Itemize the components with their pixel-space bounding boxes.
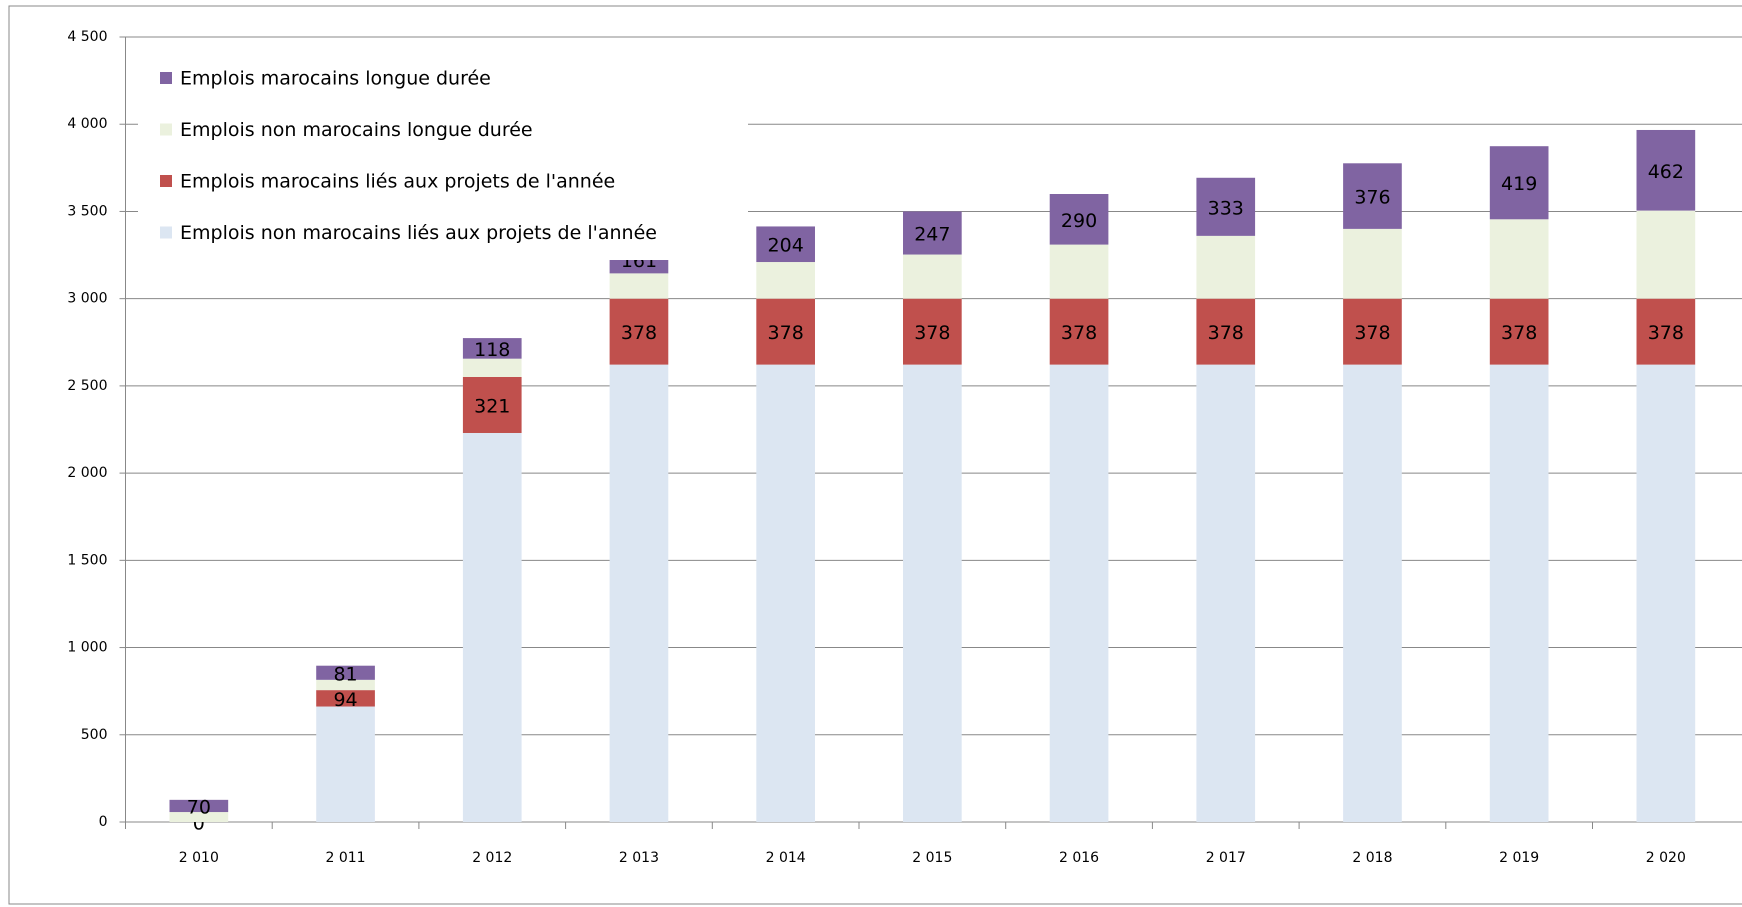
data-label: 94 (333, 689, 357, 711)
data-label: 81 (333, 663, 357, 685)
x-tick-label: 2 020 (1646, 850, 1686, 866)
x-tick-label: 2 012 (472, 850, 512, 866)
x-tick-label: 2 015 (912, 850, 952, 866)
bar-segment (462, 432, 522, 822)
bar-segment (756, 298, 815, 365)
legend-label: Emplois marocains liés aux projets de l'… (180, 171, 615, 193)
bar-segment (462, 376, 522, 433)
bar-segment (1636, 129, 1696, 211)
y-tick-label: 3 000 (67, 291, 107, 307)
x-tick-label: 2 018 (1352, 850, 1392, 866)
bar-segment (316, 690, 375, 707)
bar-segment (1196, 298, 1256, 365)
legend-label: Emplois non marocains liés aux projets d… (180, 222, 657, 244)
data-label: 333 (1208, 197, 1244, 219)
bar-segment (1489, 298, 1549, 365)
legend-swatch (160, 175, 172, 187)
data-label: 378 (1061, 322, 1097, 344)
bar-segment (903, 298, 962, 365)
x-tick-label: 2 011 (326, 850, 366, 866)
data-label: 419 (1501, 173, 1537, 195)
y-tick-label: 4 000 (67, 116, 107, 132)
y-tick-label: 2 000 (67, 465, 107, 481)
data-label: 378 (1208, 322, 1244, 344)
bar-segment (756, 226, 815, 263)
bar-segment (169, 799, 229, 813)
data-label: 378 (1648, 322, 1684, 344)
x-tick-label: 2 013 (619, 850, 659, 866)
legend-swatch (160, 226, 172, 239)
bar-segment (609, 364, 669, 822)
bar-segment (1636, 210, 1696, 299)
data-label: 378 (1354, 322, 1390, 344)
legend-swatch (160, 72, 172, 84)
data-label: 462 (1648, 161, 1684, 183)
data-label: 378 (621, 322, 657, 344)
bar-segment (609, 273, 669, 299)
legend-box (138, 55, 748, 260)
y-tick-label: 1 500 (67, 552, 107, 568)
data-label: 378 (914, 322, 950, 344)
x-tick-label: 2 010 (179, 850, 219, 866)
data-label: 118 (474, 339, 510, 361)
bar-segment (1636, 298, 1696, 365)
bar-segment (609, 298, 669, 365)
bar-segment (316, 665, 375, 680)
legend-label: Emplois non marocains longue durée (180, 119, 533, 141)
data-label: 204 (768, 235, 804, 257)
bar-segment (1489, 219, 1549, 299)
y-tick-label: 3 500 (67, 203, 107, 219)
bar-segment (169, 812, 229, 822)
chart-frame (8, 5, 1742, 905)
bar-segment (1343, 364, 1402, 822)
y-tick-label: 2 500 (67, 378, 107, 394)
x-tick-label: 2 017 (1206, 850, 1246, 866)
data-label: 378 (768, 322, 804, 344)
bar-segment (756, 262, 815, 299)
bar-segment (462, 338, 522, 359)
y-tick-label: 1 000 (67, 640, 107, 656)
bar-segment (903, 211, 962, 255)
data-label: 376 (1354, 187, 1390, 209)
bar-segment (756, 364, 815, 822)
bar-segment (1343, 163, 1402, 229)
x-tick-label: 2 016 (1059, 850, 1099, 866)
bar-segment (1489, 146, 1549, 220)
bar-segment (1343, 228, 1402, 299)
bar-segment (1489, 364, 1549, 822)
legend-label: Emplois marocains longue durée (180, 68, 491, 90)
data-label: 321 (474, 395, 510, 417)
bar-segment (1196, 364, 1256, 822)
bar-segment (1049, 244, 1109, 299)
legend: Emplois non marocains liés aux projets d… (138, 55, 748, 260)
bar-segment (316, 679, 375, 691)
data-label: 247 (914, 223, 950, 245)
bar-segment (1049, 194, 1109, 245)
y-tick-label: 4 500 (67, 29, 107, 45)
y-tick-label: 500 (81, 727, 108, 743)
bar-segment (316, 706, 375, 822)
data-label: 70 (187, 796, 211, 818)
bar-segment (1343, 298, 1402, 365)
y-tick-label: 0 (99, 814, 108, 830)
bar-segment (903, 254, 962, 299)
bar-segment (462, 358, 522, 377)
bar-segment (1049, 298, 1109, 365)
bar-segment (903, 364, 962, 822)
bar-segment (1049, 364, 1109, 822)
data-label: 378 (1501, 322, 1537, 344)
legend-swatch (160, 123, 172, 136)
x-tick-label: 2 019 (1499, 850, 1539, 866)
bar-segment (1196, 235, 1256, 299)
data-label: 290 (1061, 210, 1097, 232)
bar-segment (1636, 364, 1696, 822)
bar-segment (1196, 177, 1256, 236)
x-tick-label: 2 014 (766, 850, 806, 866)
